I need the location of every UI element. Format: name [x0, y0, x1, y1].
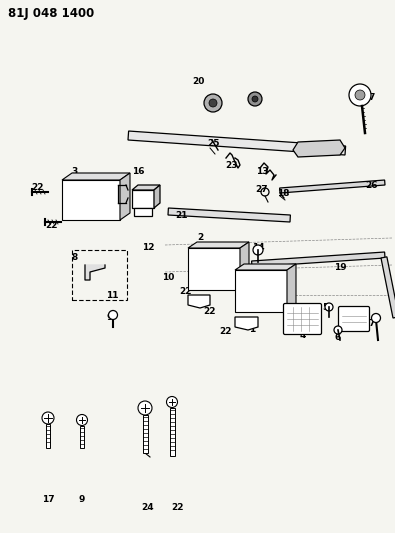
Text: 19: 19	[334, 263, 346, 272]
Polygon shape	[154, 185, 160, 208]
Bar	[235, 270, 287, 312]
Circle shape	[167, 397, 177, 408]
Circle shape	[209, 99, 217, 107]
Text: 24: 24	[142, 503, 154, 512]
Text: 18: 18	[277, 189, 289, 198]
Bar	[62, 180, 120, 220]
Polygon shape	[62, 173, 130, 180]
Text: 13: 13	[256, 167, 268, 176]
Text: 22: 22	[46, 221, 58, 230]
Text: 10: 10	[162, 273, 174, 282]
Bar	[46, 424, 50, 448]
Text: 2: 2	[197, 232, 203, 241]
Bar	[80, 425, 84, 448]
Text: 17: 17	[42, 496, 55, 505]
Text: 22: 22	[204, 308, 216, 317]
Text: 22: 22	[32, 183, 44, 192]
Polygon shape	[287, 264, 296, 312]
Polygon shape	[381, 257, 395, 318]
Text: 7: 7	[369, 93, 375, 102]
Text: 3: 3	[72, 167, 78, 176]
Bar	[188, 248, 240, 290]
Polygon shape	[293, 140, 345, 157]
Text: 6: 6	[335, 334, 341, 343]
Text: 9: 9	[79, 496, 85, 505]
Circle shape	[355, 90, 365, 100]
Polygon shape	[188, 295, 210, 308]
Text: 27: 27	[256, 184, 268, 193]
Circle shape	[252, 96, 258, 102]
Polygon shape	[235, 264, 296, 270]
Polygon shape	[235, 317, 258, 330]
Text: 4: 4	[300, 330, 306, 340]
Text: 14: 14	[252, 244, 264, 253]
Polygon shape	[128, 131, 346, 155]
Text: 21: 21	[176, 211, 188, 220]
Text: 17: 17	[107, 181, 119, 190]
Polygon shape	[240, 242, 249, 290]
Circle shape	[253, 245, 263, 255]
Circle shape	[325, 303, 333, 311]
Polygon shape	[132, 185, 160, 190]
Polygon shape	[280, 180, 385, 193]
Text: 22: 22	[219, 327, 231, 336]
Text: 23: 23	[226, 160, 238, 169]
Text: 22: 22	[172, 504, 184, 513]
Circle shape	[109, 311, 117, 319]
Circle shape	[334, 326, 342, 334]
Circle shape	[372, 313, 380, 322]
Text: 25: 25	[208, 139, 220, 148]
Text: 12: 12	[142, 244, 154, 253]
Text: 7: 7	[369, 319, 375, 327]
Bar	[143, 415, 147, 453]
Text: 5: 5	[250, 95, 256, 104]
Circle shape	[77, 415, 88, 425]
Bar	[132, 190, 154, 208]
Circle shape	[204, 94, 222, 112]
Circle shape	[248, 92, 262, 106]
Polygon shape	[120, 173, 130, 220]
Polygon shape	[188, 242, 249, 248]
Text: 16: 16	[132, 167, 144, 176]
Circle shape	[138, 401, 152, 415]
FancyBboxPatch shape	[284, 303, 322, 335]
Text: 20: 20	[192, 77, 204, 86]
Text: 15: 15	[136, 204, 148, 213]
Text: 5: 5	[322, 303, 328, 312]
Text: 12: 12	[206, 101, 218, 109]
Text: 8: 8	[72, 254, 78, 262]
Text: 26: 26	[366, 182, 378, 190]
Polygon shape	[168, 208, 290, 222]
Text: 11: 11	[106, 290, 118, 300]
Text: 14: 14	[324, 143, 336, 152]
Circle shape	[42, 412, 54, 424]
Text: 81J 048 1400: 81J 048 1400	[8, 7, 94, 20]
Circle shape	[349, 84, 371, 106]
Text: 1: 1	[249, 326, 255, 335]
Text: 9: 9	[107, 313, 113, 322]
Bar	[169, 408, 175, 456]
Bar	[134, 208, 152, 216]
Polygon shape	[85, 265, 105, 280]
Text: 22: 22	[179, 287, 191, 296]
Polygon shape	[252, 252, 385, 267]
Bar	[72, 250, 127, 300]
FancyBboxPatch shape	[339, 306, 369, 332]
